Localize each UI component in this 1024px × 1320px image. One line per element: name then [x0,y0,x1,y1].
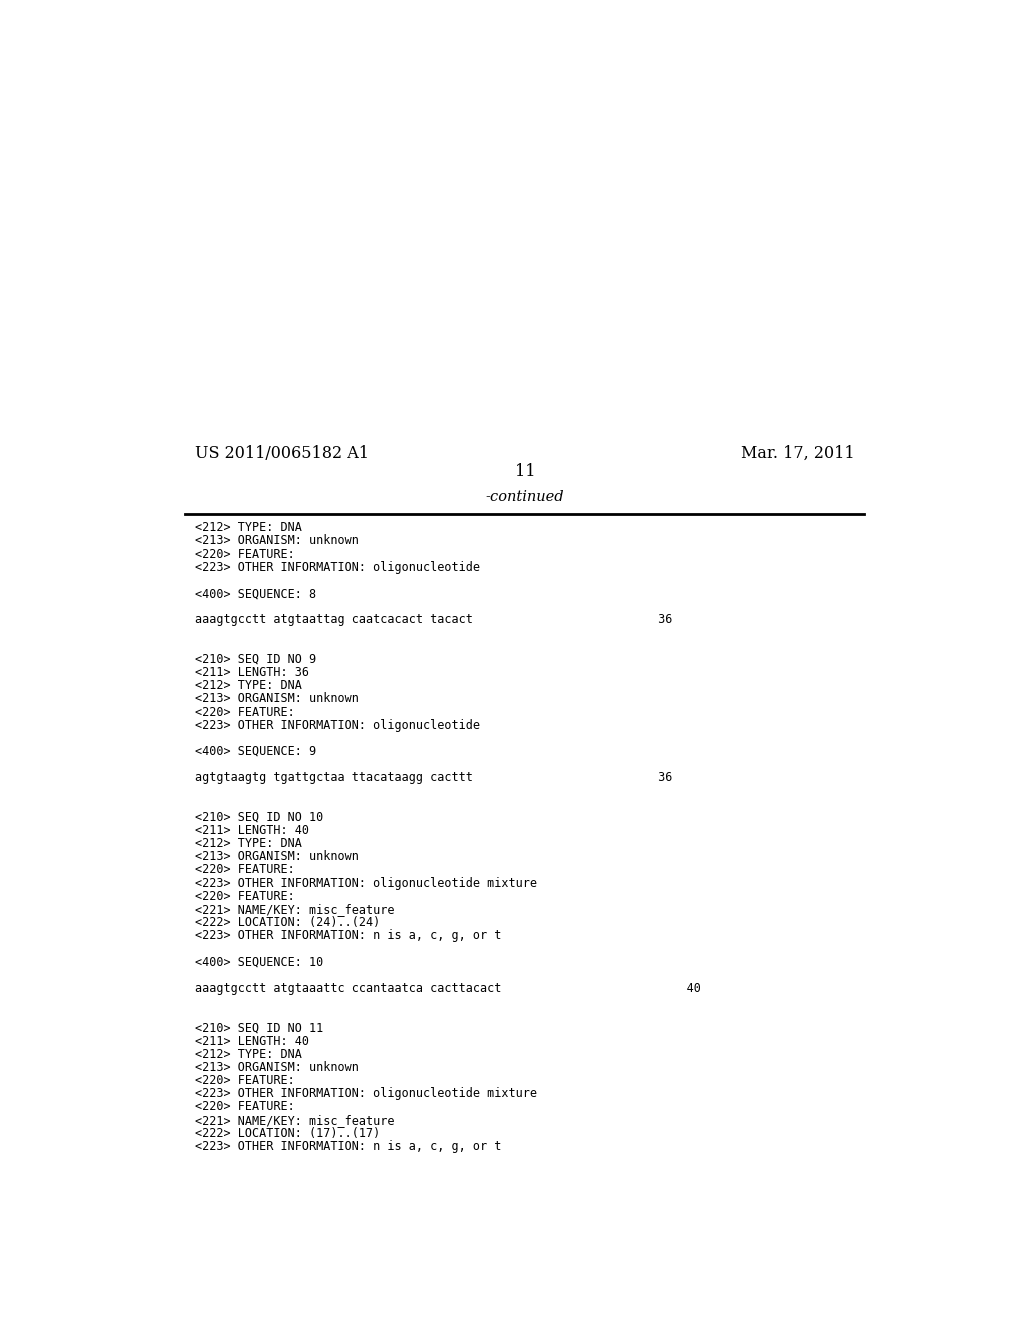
Text: <212> TYPE: DNA: <212> TYPE: DNA [196,680,302,692]
Text: <212> TYPE: DNA: <212> TYPE: DNA [196,837,302,850]
Text: <220> FEATURE:: <220> FEATURE: [196,1101,295,1113]
Text: <220> FEATURE:: <220> FEATURE: [196,548,295,561]
Text: <212> TYPE: DNA: <212> TYPE: DNA [196,1048,302,1061]
Text: <223> OTHER INFORMATION: oligonucleotide mixture: <223> OTHER INFORMATION: oligonucleotide… [196,1088,538,1101]
Text: <400> SEQUENCE: 8: <400> SEQUENCE: 8 [196,587,316,601]
Text: <211> LENGTH: 40: <211> LENGTH: 40 [196,824,309,837]
Text: <212> TYPE: DNA: <212> TYPE: DNA [196,521,302,535]
Text: <223> OTHER INFORMATION: oligonucleotide: <223> OTHER INFORMATION: oligonucleotide [196,718,480,731]
Text: <220> FEATURE:: <220> FEATURE: [196,705,295,718]
Text: <222> LOCATION: (17)..(17): <222> LOCATION: (17)..(17) [196,1127,381,1139]
Text: 11: 11 [514,463,536,480]
Text: <213> ORGANISM: unknown: <213> ORGANISM: unknown [196,1061,359,1074]
Text: <221> NAME/KEY: misc_feature: <221> NAME/KEY: misc_feature [196,1114,395,1126]
Text: aaagtgcctt atgtaaattc ccantaatca cacttacact                          40: aaagtgcctt atgtaaattc ccantaatca cacttac… [196,982,701,995]
Text: <210> SEQ ID NO 10: <210> SEQ ID NO 10 [196,810,324,824]
Text: <213> ORGANISM: unknown: <213> ORGANISM: unknown [196,693,359,705]
Text: <211> LENGTH: 36: <211> LENGTH: 36 [196,667,309,678]
Text: <223> OTHER INFORMATION: n is a, c, g, or t: <223> OTHER INFORMATION: n is a, c, g, o… [196,1140,502,1152]
Text: US 2011/0065182 A1: US 2011/0065182 A1 [196,445,370,462]
Text: <213> ORGANISM: unknown: <213> ORGANISM: unknown [196,535,359,548]
Text: <210> SEQ ID NO 11: <210> SEQ ID NO 11 [196,1022,324,1035]
Text: <223> OTHER INFORMATION: n is a, c, g, or t: <223> OTHER INFORMATION: n is a, c, g, o… [196,929,502,942]
Text: <221> NAME/KEY: misc_feature: <221> NAME/KEY: misc_feature [196,903,395,916]
Text: <213> ORGANISM: unknown: <213> ORGANISM: unknown [196,850,359,863]
Text: <211> LENGTH: 40: <211> LENGTH: 40 [196,1035,309,1048]
Text: <400> SEQUENCE: 10: <400> SEQUENCE: 10 [196,956,324,969]
Text: <210> SEQ ID NO 9: <210> SEQ ID NO 9 [196,653,316,665]
Text: <220> FEATURE:: <220> FEATURE: [196,1074,295,1088]
Text: <223> OTHER INFORMATION: oligonucleotide: <223> OTHER INFORMATION: oligonucleotide [196,561,480,574]
Text: <400> SEQUENCE: 9: <400> SEQUENCE: 9 [196,744,316,758]
Text: -continued: -continued [485,490,564,504]
Text: <222> LOCATION: (24)..(24): <222> LOCATION: (24)..(24) [196,916,381,929]
Text: aaagtgcctt atgtaattag caatcacact tacact                          36: aaagtgcctt atgtaattag caatcacact tacact … [196,614,673,627]
Text: <220> FEATURE:: <220> FEATURE: [196,890,295,903]
Text: Mar. 17, 2011: Mar. 17, 2011 [740,445,854,462]
Text: agtgtaagtg tgattgctaa ttacataagg cacttt                          36: agtgtaagtg tgattgctaa ttacataagg cacttt … [196,771,673,784]
Text: <223> OTHER INFORMATION: oligonucleotide mixture: <223> OTHER INFORMATION: oligonucleotide… [196,876,538,890]
Text: <220> FEATURE:: <220> FEATURE: [196,863,295,876]
